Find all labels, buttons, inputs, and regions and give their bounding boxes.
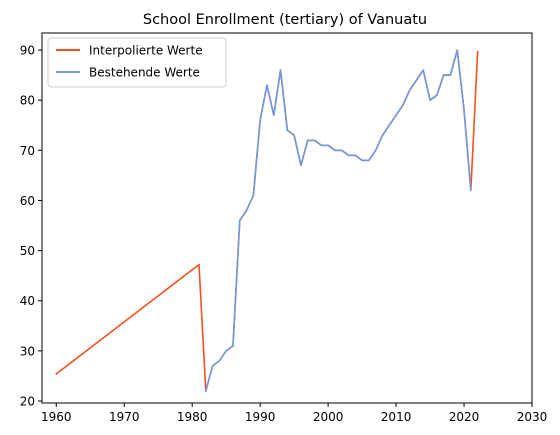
x-tick-label: 2010: [381, 410, 412, 424]
legend: Interpolierte Werte Bestehende Werte: [47, 37, 227, 88]
y-tick-label: 20: [20, 394, 35, 408]
x-tick-label: 2030: [517, 410, 548, 424]
x-tick-label: 2000: [313, 410, 344, 424]
series-line-existing: [204, 49, 472, 392]
y-tick-label: 70: [20, 144, 35, 158]
y-tick-label: 60: [20, 194, 35, 208]
x-axis: 1960 1970 1980 1990 2000 2010 2020 2030: [41, 403, 547, 424]
chart-title: School Enrollment (tertiary) of Vanuatu: [143, 12, 427, 28]
x-tick-label: 1960: [41, 410, 72, 424]
series-layer: [55, 49, 479, 392]
y-axis: 20 30 40 50 60 70 80 90: [20, 44, 42, 408]
x-tick-label: 1990: [245, 410, 276, 424]
x-tick-label: 2020: [449, 410, 480, 424]
y-tick-label: 80: [20, 94, 35, 108]
y-tick-label: 90: [20, 44, 35, 58]
y-tick-label: 40: [20, 294, 35, 308]
y-tick-label: 30: [20, 344, 35, 358]
x-tick-label: 1970: [109, 410, 140, 424]
legend-label-interpolated: Interpolierte Werte: [89, 44, 203, 58]
legend-box: [47, 37, 227, 88]
plot-area-frame: [41, 32, 533, 404]
x-tick-label: 1980: [177, 410, 208, 424]
series-line-interpolated: [55, 49, 479, 392]
legend-label-existing: Bestehende Werte: [89, 66, 200, 80]
y-tick-label: 50: [20, 244, 35, 258]
